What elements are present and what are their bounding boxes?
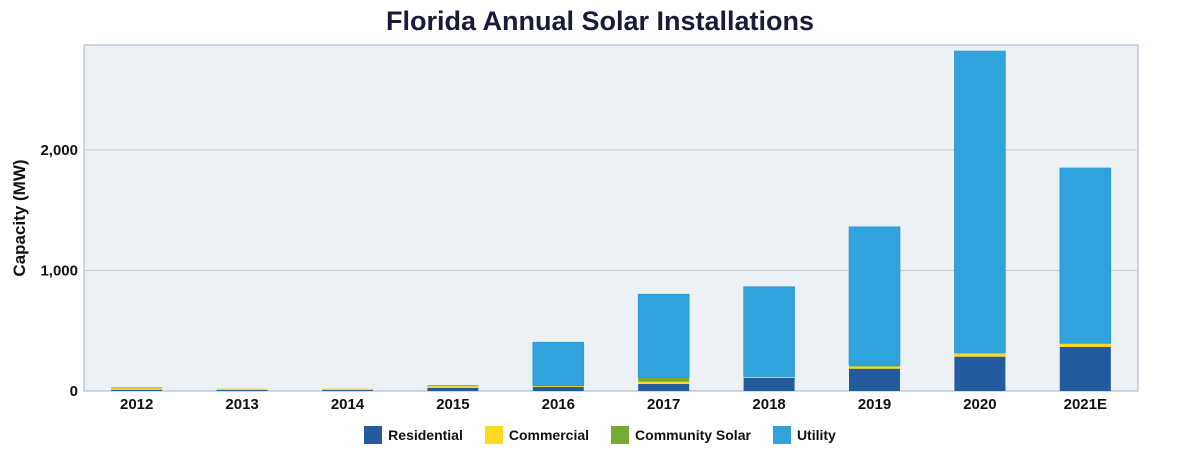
x-tick-label: 2015 xyxy=(436,396,469,413)
bar-segment-residential xyxy=(638,384,690,391)
bar-segment-commercial xyxy=(427,386,479,388)
bar-segment-residential xyxy=(111,389,163,391)
bar-segment-residential xyxy=(216,390,268,391)
bar-segment-commercial xyxy=(111,387,163,390)
bar-segment-residential xyxy=(954,356,1006,391)
x-tick-label: 2016 xyxy=(542,396,575,413)
bar-segment-utility xyxy=(532,341,585,387)
legend-item: Commercial xyxy=(484,426,590,444)
bar-segment-utility xyxy=(637,293,690,378)
bar-chart: 0 1,000 2,000 Capacity (MW) 2012 2013 2014 2015… xyxy=(10,44,1139,413)
x-tick-label: 2014 xyxy=(331,396,365,413)
legend-label: Community Solar xyxy=(635,427,751,443)
legend-swatch xyxy=(484,426,503,444)
legend-item: Community Solar xyxy=(611,426,751,444)
bar-segment-utility xyxy=(954,50,1006,354)
y-tick-label: 2,000 xyxy=(40,142,78,159)
bar-segment-commercial xyxy=(532,385,584,388)
x-tick-label: 2013 xyxy=(225,396,258,413)
bar-segment-utility xyxy=(1059,167,1112,344)
bar-segment-residential xyxy=(1059,346,1111,391)
legend: Residential Commercial Community Solar Util… xyxy=(0,426,1200,444)
x-tick-label: 2017 xyxy=(647,396,680,413)
bar-segment-residential xyxy=(322,390,373,391)
legend-item: Utility xyxy=(772,426,836,444)
bar-segment-community-solar xyxy=(638,377,690,382)
y-tick-label: 1,000 xyxy=(40,262,78,279)
bar-segment-residential xyxy=(532,387,584,391)
x-tick-label: 2018 xyxy=(752,396,785,413)
bar-segment-commercial xyxy=(638,381,690,385)
y-axis-label: Capacity (MW) xyxy=(10,159,29,276)
x-tick-label: 2019 xyxy=(858,396,891,413)
legend-swatch xyxy=(772,426,791,444)
chart-title: Florida Annual Solar Installations xyxy=(385,6,815,36)
legend-swatch xyxy=(611,426,630,444)
x-tick-label: 2012 xyxy=(120,396,153,413)
bar-segment-community-solar xyxy=(427,385,479,387)
bar-segment-utility xyxy=(848,226,901,365)
bar-segment-utility xyxy=(743,286,795,377)
bar-segment-community-solar xyxy=(849,364,900,367)
bar-segment-commercial xyxy=(322,388,373,391)
bar-segment-commercial xyxy=(1059,343,1111,347)
bar-segment-community-solar xyxy=(111,387,163,389)
legend-label: Utility xyxy=(796,427,836,443)
bar-segment-commercial xyxy=(954,353,1006,357)
bar-segment-residential xyxy=(849,368,900,391)
legend-label: Commercial xyxy=(508,427,590,443)
bar-segment-commercial xyxy=(216,388,268,391)
x-tick-label: 2021E xyxy=(1064,396,1107,413)
bar-segment-commercial xyxy=(743,376,795,378)
legend-swatch xyxy=(364,426,383,444)
y-tick-label: 0 xyxy=(70,383,78,400)
legend-label: Residential xyxy=(388,427,463,443)
bar-segment-residential xyxy=(427,387,479,391)
bar-segment-residential xyxy=(743,377,795,391)
legend-item: Residential xyxy=(364,426,463,444)
bar-segment-commercial xyxy=(849,366,900,369)
x-tick-label: 2020 xyxy=(963,396,996,413)
